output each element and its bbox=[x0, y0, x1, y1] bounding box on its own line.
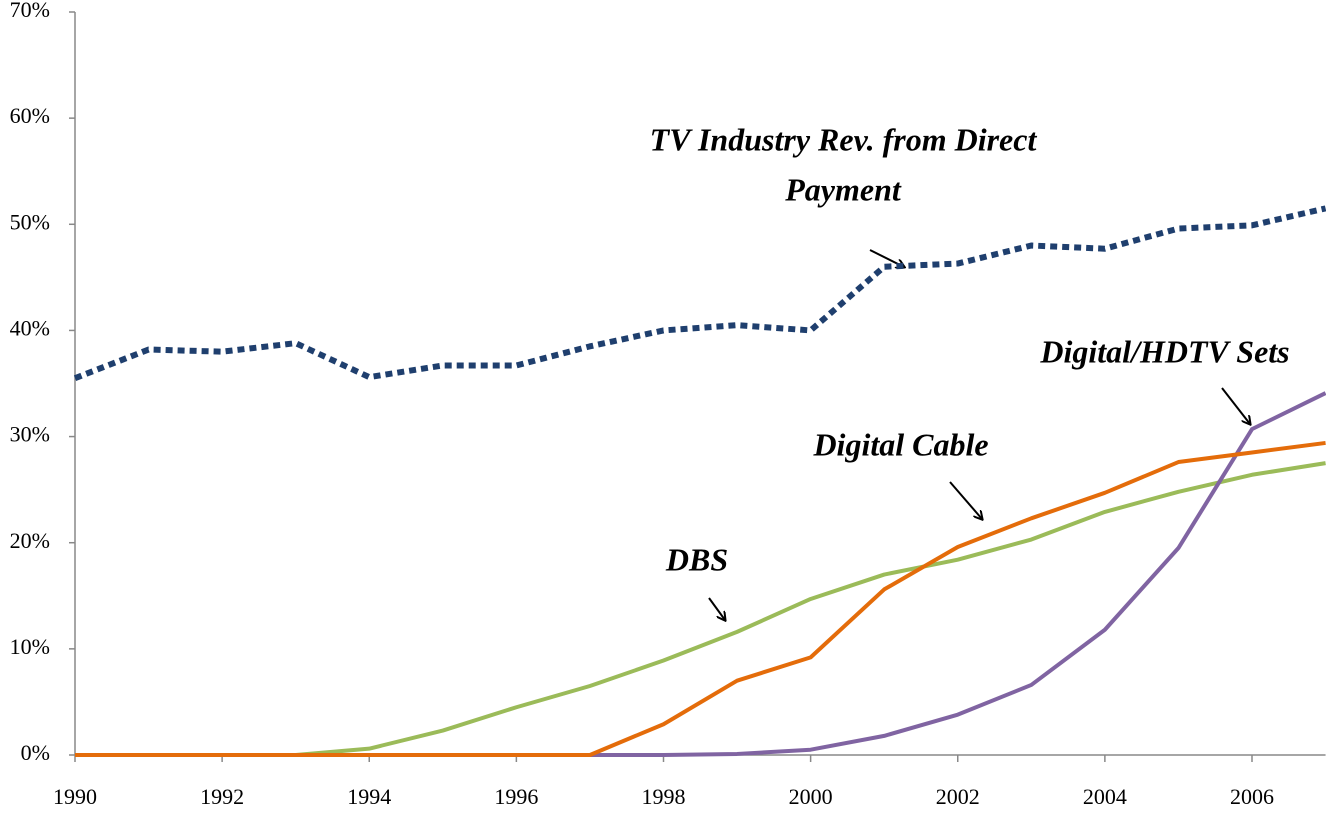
x-tick-label: 1996 bbox=[494, 784, 538, 809]
annotation: TV Industry Rev. from Direct bbox=[650, 121, 1038, 157]
series-line bbox=[75, 440, 1326, 757]
x-tick-label: 1994 bbox=[347, 784, 391, 809]
arrow bbox=[1221, 387, 1250, 424]
series-line bbox=[589, 391, 1326, 757]
y-tick-label: 60% bbox=[10, 103, 50, 128]
annotation: Digital Cable bbox=[812, 426, 988, 462]
y-tick-label: 0% bbox=[21, 740, 50, 765]
annotation: Payment bbox=[784, 171, 902, 207]
arrow bbox=[949, 481, 982, 519]
y-tick-label: 50% bbox=[10, 209, 50, 234]
series-line bbox=[75, 461, 1326, 757]
y-tick-label: 20% bbox=[10, 528, 50, 553]
x-tick-label: 1990 bbox=[53, 784, 97, 809]
x-tick-label: 1998 bbox=[642, 784, 686, 809]
x-tick-label: 2006 bbox=[1230, 784, 1274, 809]
x-tick-label: 1992 bbox=[200, 784, 244, 809]
annotation: Digital/HDTV Sets bbox=[1039, 333, 1289, 369]
x-tick-label: 2000 bbox=[789, 784, 833, 809]
y-tick-label: 10% bbox=[10, 634, 50, 659]
y-tick-label: 40% bbox=[10, 315, 50, 340]
x-tick-label: 2002 bbox=[936, 784, 980, 809]
y-tick-label: 70% bbox=[10, 0, 50, 22]
y-tick-label: 30% bbox=[10, 422, 50, 447]
x-tick-label: 2004 bbox=[1083, 784, 1127, 809]
annotation: DBS bbox=[665, 541, 728, 577]
arrow bbox=[708, 597, 725, 620]
